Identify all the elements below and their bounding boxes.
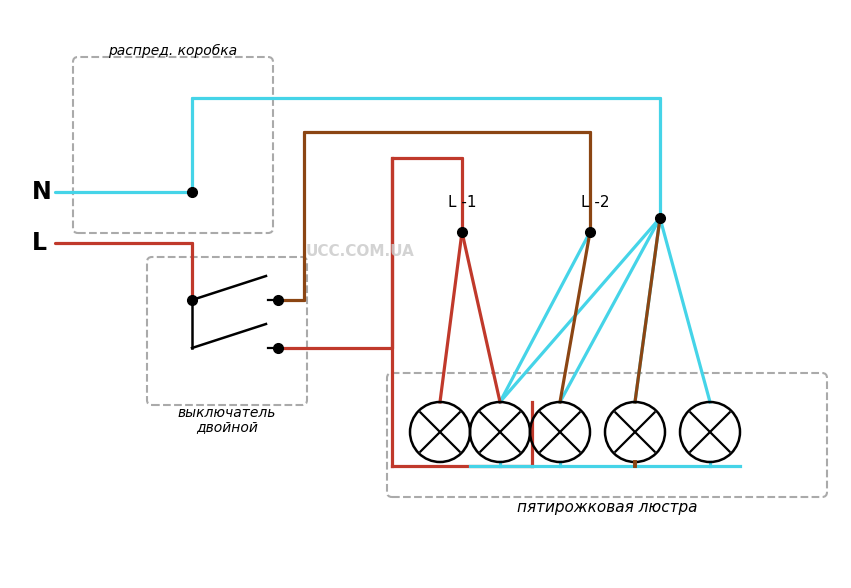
- Text: L -2: L -2: [580, 195, 609, 210]
- Text: N: N: [32, 180, 52, 204]
- Text: L -1: L -1: [448, 195, 477, 210]
- Text: выключатель: выключатель: [178, 406, 277, 420]
- Text: распред. коробка: распред. коробка: [108, 44, 237, 58]
- Text: пятирожковая люстра: пятирожковая люстра: [517, 500, 697, 515]
- Text: UCC.COM.UA: UCC.COM.UA: [306, 245, 414, 259]
- Text: L: L: [32, 231, 47, 255]
- Text: двойной: двойной: [196, 420, 258, 434]
